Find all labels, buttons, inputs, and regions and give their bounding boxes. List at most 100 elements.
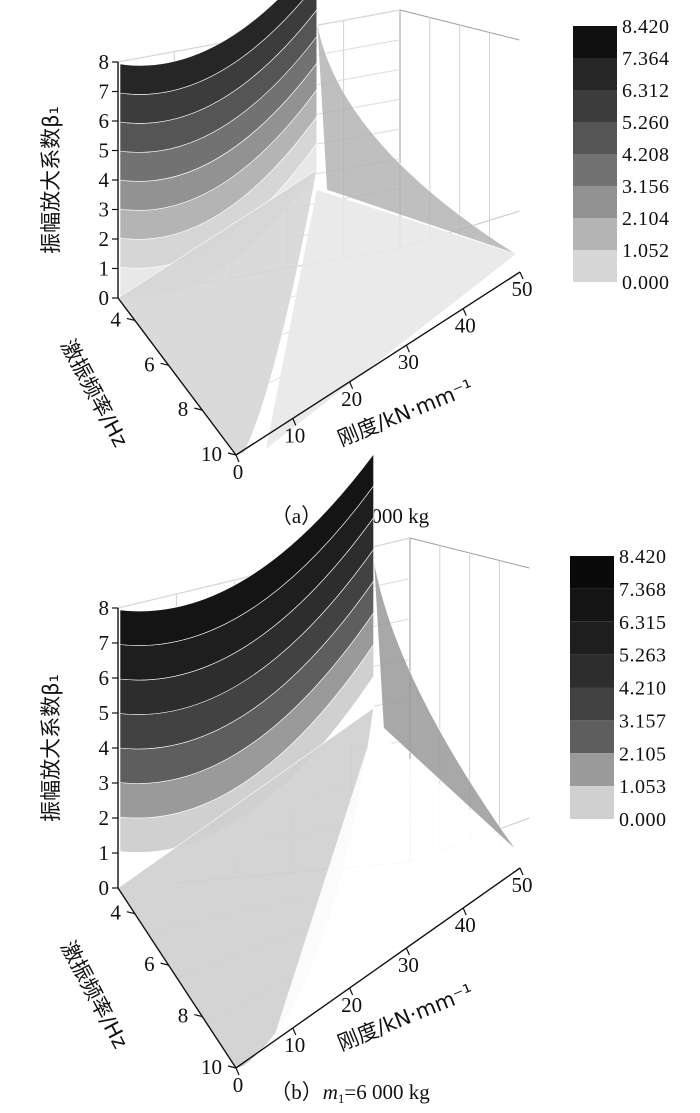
legend-level-label: 0.000 xyxy=(619,809,667,831)
panel-caption: （b）m1=6 000 kg xyxy=(270,1080,430,1106)
y-tick-label: 6 xyxy=(144,952,155,976)
legend-swatch xyxy=(573,186,617,218)
legend-level-label: 4.210 xyxy=(619,678,667,700)
legend-level-label: 6.312 xyxy=(622,80,670,102)
z-tick-label: 1 xyxy=(99,257,110,281)
legend-level-label: 2.104 xyxy=(622,208,670,230)
surface-floor-sheet xyxy=(266,728,516,1062)
x-tick-label: 30 xyxy=(398,350,419,374)
surface-decay-tail xyxy=(373,557,517,851)
legend-level-label: 1.053 xyxy=(619,776,667,798)
z-tick-label: 0 xyxy=(99,286,110,310)
x-tick-mark xyxy=(349,987,354,996)
y-tick-label: 10 xyxy=(201,1055,222,1079)
legend-level-label: 1.052 xyxy=(622,240,670,262)
legend-swatch xyxy=(570,588,614,622)
z-tick-label: 1 xyxy=(99,841,110,865)
legend-swatch xyxy=(573,122,617,154)
y-tick-mark xyxy=(126,911,136,915)
x-tick-mark xyxy=(405,344,410,353)
z-tick-label: 7 xyxy=(99,631,110,655)
x-tick-mark xyxy=(405,947,410,956)
legend-level-label: 6.315 xyxy=(619,612,667,634)
x-axis-line xyxy=(235,867,521,1069)
legend-level-label: 8.420 xyxy=(619,546,667,568)
x-tick-label: 40 xyxy=(455,913,476,937)
legend-level-label: 7.368 xyxy=(619,579,667,601)
legend-swatch xyxy=(573,90,617,122)
surface-band xyxy=(119,453,374,646)
x-tick-label: 30 xyxy=(398,953,419,977)
y-tick-mark xyxy=(126,317,136,322)
surface-band xyxy=(119,0,304,95)
x-tick-mark xyxy=(292,418,297,426)
y-tick-mark xyxy=(227,452,237,456)
x-tick-mark xyxy=(235,1067,240,1076)
z-tick-label: 6 xyxy=(99,666,110,690)
y-tick-mark xyxy=(194,1013,203,1018)
panel-b: 0102030405046810012345678振幅放大系数β₁激振频率/Hz… xyxy=(39,453,667,1106)
x-tick-label: 20 xyxy=(341,387,362,411)
x-tick-label: 0 xyxy=(233,460,244,484)
x-tick-label: 50 xyxy=(512,277,533,301)
z-tick-label: 2 xyxy=(99,227,110,251)
y-tick-label: 10 xyxy=(201,442,222,466)
y-axis-title: 激振频率/Hz xyxy=(56,937,133,1052)
legend-swatch xyxy=(573,250,617,282)
x-tick-label: 0 xyxy=(233,1073,244,1097)
x-tick-mark xyxy=(519,867,524,876)
x-axis-line xyxy=(235,271,521,456)
legend-swatch xyxy=(570,720,614,754)
y-tick-label: 4 xyxy=(110,307,121,331)
y-axis-line xyxy=(117,297,237,456)
panel-a: 0102030405046810012345678振幅放大系数β₁激振频率/Hz… xyxy=(39,0,670,530)
surface-floor-sheet xyxy=(266,189,516,449)
z-tick-label: 3 xyxy=(99,198,110,222)
legend-level-label: 5.260 xyxy=(622,112,670,134)
caption-variable: m xyxy=(323,1080,338,1104)
z-tick-label: 5 xyxy=(99,701,110,725)
caption-label: （b） xyxy=(270,1080,323,1104)
x-tick-mark xyxy=(349,381,354,390)
caption-value: =6 000 kg xyxy=(344,1080,430,1104)
legend-level-label: 4.208 xyxy=(622,144,670,166)
x-tick-mark xyxy=(462,907,467,916)
surface-decay-tail xyxy=(316,19,517,255)
z-tick-label: 8 xyxy=(99,596,110,620)
z-tick-label: 4 xyxy=(99,736,110,760)
legend-swatch xyxy=(570,786,614,819)
x-tick-label: 10 xyxy=(284,1033,305,1057)
legend-swatch xyxy=(570,753,614,787)
z-tick-label: 2 xyxy=(99,806,110,830)
x-tick-label: 50 xyxy=(512,873,533,897)
z-axis-title: 振幅放大系数β₁ xyxy=(39,674,63,822)
legend-swatch xyxy=(570,687,614,721)
x-tick-mark xyxy=(235,454,240,463)
z-tick-label: 3 xyxy=(99,771,110,795)
z-tick-label: 4 xyxy=(99,168,110,192)
y-tick-label: 8 xyxy=(178,397,189,421)
x-tick-mark xyxy=(519,271,524,280)
y-axis-title: 激振频率/Hz xyxy=(56,336,133,451)
legend-swatch xyxy=(570,621,614,655)
x-tick-label: 40 xyxy=(455,314,476,338)
y-tick-mark xyxy=(194,407,203,411)
y-tick-label: 4 xyxy=(110,901,121,925)
legend-level-label: 7.364 xyxy=(622,48,670,70)
legend-level-label: 0.000 xyxy=(622,272,670,294)
y-tick-mark xyxy=(160,962,169,966)
z-tick-label: 8 xyxy=(99,50,110,74)
legend-level-label: 3.157 xyxy=(619,710,667,732)
z-tick-label: 6 xyxy=(99,109,110,133)
legend-swatch xyxy=(573,218,617,250)
legend-level-label: 3.156 xyxy=(622,176,670,198)
z-tick-label: 7 xyxy=(99,80,110,104)
z-tick-label: 0 xyxy=(99,876,110,900)
y-tick-label: 6 xyxy=(144,352,155,376)
x-tick-label: 20 xyxy=(341,993,362,1017)
z-axis-title: 振幅放大系数β₁ xyxy=(39,106,63,254)
x-tick-label: 10 xyxy=(284,423,305,447)
x-tick-mark xyxy=(292,1027,297,1036)
y-axis-line xyxy=(117,887,237,1069)
legend-level-label: 8.420 xyxy=(622,16,670,38)
